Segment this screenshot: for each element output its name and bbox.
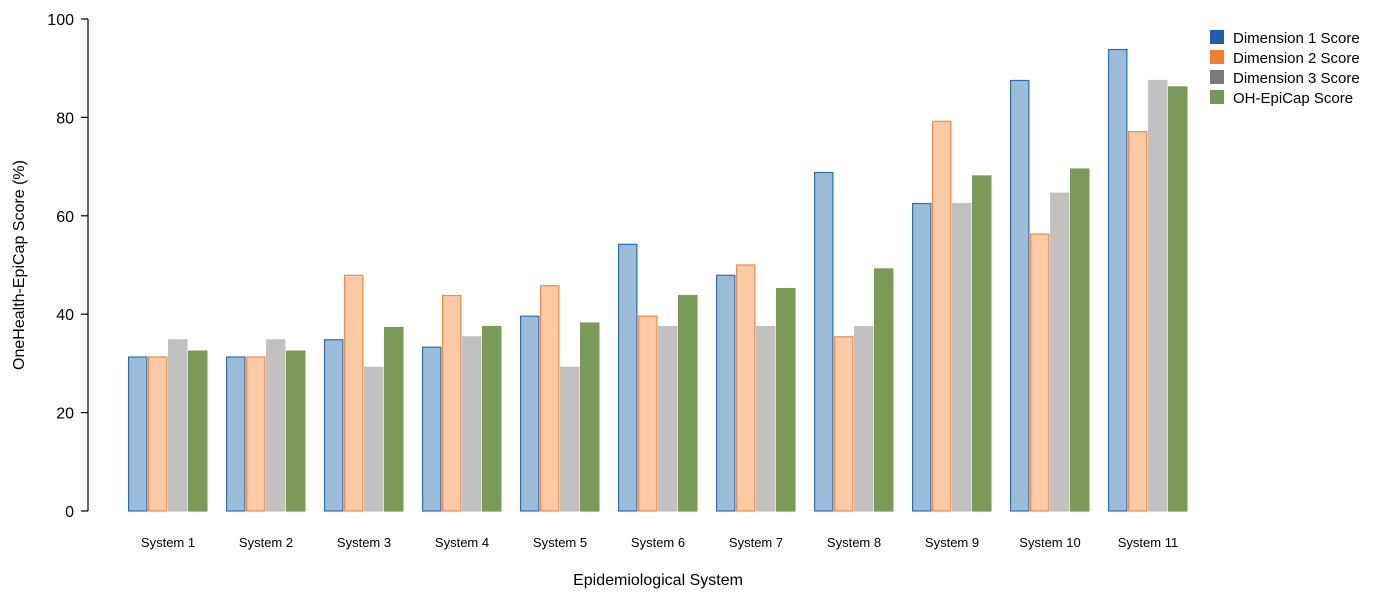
legend-label: OH-EpiCap Score — [1233, 90, 1353, 107]
x-tick-label: System 9 — [925, 535, 979, 550]
legend-swatch — [1210, 30, 1224, 44]
legend-label: Dimension 3 Score — [1233, 70, 1360, 87]
bar-4-6 — [677, 294, 698, 512]
x-tick-label: System 10 — [1019, 535, 1080, 550]
bar-3-11 — [1147, 79, 1168, 512]
bar-2-7 — [735, 264, 756, 512]
legend-label: Dimension 1 Score — [1233, 30, 1360, 47]
bar-1-4 — [422, 346, 442, 512]
legend-swatch — [1210, 90, 1224, 104]
bar-4-3 — [384, 326, 404, 512]
legend: Dimension 1 Score Dimension 2 Score Dimens… — [1210, 30, 1360, 107]
bar-3-2 — [266, 339, 286, 512]
x-tick-label: System 1 — [141, 535, 195, 550]
bar-2-2 — [246, 356, 266, 512]
bar-3-6 — [657, 325, 678, 512]
bar-1-1 — [128, 356, 148, 512]
y-tick-label: 60 — [56, 209, 74, 226]
bar-1-11 — [1107, 48, 1128, 512]
bar-2-10 — [1029, 233, 1050, 512]
legend-swatch — [1210, 50, 1224, 64]
bar-2-8 — [833, 336, 854, 512]
x-tick-label: System 6 — [631, 535, 685, 550]
x-tick-label: System 11 — [1118, 535, 1178, 550]
bar-2-4 — [442, 294, 462, 512]
bar-4-8 — [873, 268, 894, 512]
bar-3-8 — [853, 325, 874, 512]
y-tick-label: 80 — [56, 110, 74, 127]
x-tick-label: System 8 — [827, 535, 881, 550]
bar-1-10 — [1009, 79, 1030, 512]
bar-1-6 — [617, 243, 638, 512]
bar-2-11 — [1127, 131, 1148, 512]
x-tick-label: System 4 — [435, 535, 489, 550]
bar-2-6 — [637, 315, 658, 512]
x-tick-label: System 3 — [337, 535, 391, 550]
y-tick-labels: 0 20 40 60 80 100 — [47, 12, 74, 521]
bar-1-8 — [813, 171, 834, 512]
bar-1-7 — [715, 274, 736, 512]
x-tick-label: System 7 — [729, 535, 783, 550]
bar-2-5 — [539, 285, 560, 512]
y-tick-label: 100 — [47, 12, 74, 29]
legend-label: Dimension 2 Score — [1233, 50, 1360, 67]
bar-4-2 — [286, 350, 306, 512]
bar-4-10 — [1069, 168, 1090, 512]
bars-layer — [128, 48, 1188, 512]
x-tick-label: System 5 — [533, 535, 587, 550]
bar-2-1 — [148, 356, 168, 512]
bar-3-9 — [951, 202, 972, 512]
bar-3-4 — [462, 336, 482, 512]
y-tick-label: 20 — [56, 406, 74, 423]
bar-4-11 — [1167, 86, 1188, 512]
x-tick-labels: System 1 System 2 System 3 System 4 System 5… — [141, 535, 1178, 550]
axes-layer — [81, 18, 89, 512]
bar-1-9 — [911, 202, 932, 512]
bar-1-3 — [324, 339, 344, 512]
bar-2-9 — [931, 120, 952, 512]
bar-4-1 — [188, 350, 208, 512]
bar-4-9 — [971, 175, 992, 512]
bar-1-2 — [226, 356, 246, 512]
bar-3-5 — [559, 366, 580, 512]
bar-4-7 — [775, 288, 796, 512]
legend-swatch — [1210, 70, 1224, 84]
bar-3-7 — [755, 325, 776, 512]
bar-4-4 — [482, 325, 502, 512]
bar-1-5 — [519, 315, 540, 512]
y-tick-label: 0 — [65, 504, 74, 521]
bar-3-10 — [1049, 192, 1070, 512]
bar-4-5 — [579, 322, 600, 512]
y-axis-title: OneHealth-EpiCap Score (%) — [11, 160, 28, 370]
bar-3-1 — [168, 339, 188, 512]
bar-2-3 — [344, 274, 364, 512]
x-tick-label: System 2 — [239, 535, 293, 550]
bar-3-3 — [364, 366, 384, 512]
x-axis-title: Epidemiological System — [573, 572, 743, 589]
y-tick-label: 40 — [56, 307, 74, 324]
